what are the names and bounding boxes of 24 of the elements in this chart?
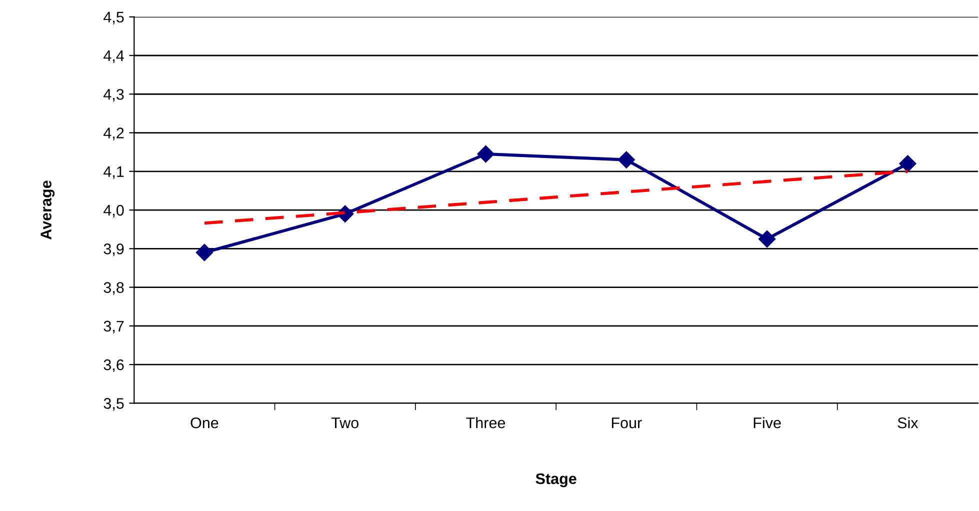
point bbox=[196, 244, 213, 262]
y-tick-label: 4,2 bbox=[104, 128, 124, 140]
point bbox=[758, 230, 776, 248]
y-tick-label: 3,6 bbox=[104, 359, 124, 372]
y-tick-label: 4,3 bbox=[104, 88, 124, 102]
x-tick-label: Six bbox=[898, 417, 918, 428]
y-tick-label: 4,4 bbox=[104, 50, 124, 63]
point bbox=[899, 155, 916, 172]
x-axis-title: Stage bbox=[536, 473, 576, 488]
point bbox=[477, 145, 494, 163]
y-tick-label: 4,1 bbox=[104, 166, 124, 179]
x-tick-label: One bbox=[190, 417, 218, 428]
x-tick-label: Four bbox=[612, 418, 642, 428]
y-tick-label: 4,5 bbox=[104, 12, 124, 24]
y-tick-label: 3,8 bbox=[104, 282, 124, 295]
x-tick-label: Five bbox=[754, 417, 781, 428]
y-tick-label: 3,5 bbox=[104, 398, 124, 411]
y-tick-label: 4,0 bbox=[104, 204, 124, 218]
point bbox=[618, 151, 635, 168]
x-tick-label: Three bbox=[466, 417, 506, 428]
y-axis-title: Average bbox=[40, 180, 55, 240]
y-tick-label: 3,9 bbox=[104, 244, 124, 256]
x-tick-label: Two bbox=[331, 418, 358, 428]
y-tick-label: 3,7 bbox=[104, 320, 124, 334]
